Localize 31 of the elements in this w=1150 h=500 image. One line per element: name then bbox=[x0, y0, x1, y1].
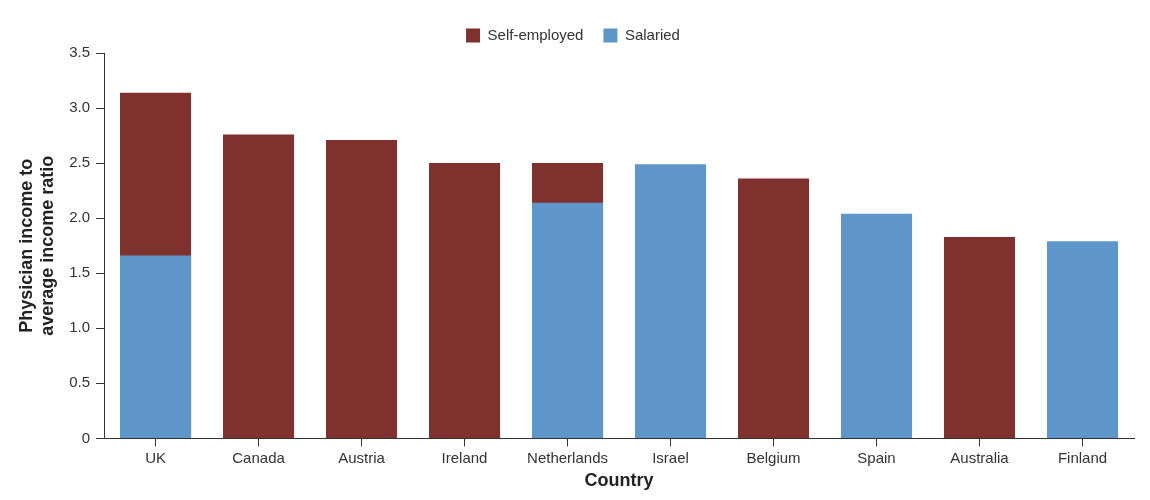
x-tick-label: Finland bbox=[1057, 448, 1108, 466]
bar bbox=[120, 255, 192, 438]
y-tick-label: 1.5 bbox=[69, 263, 91, 281]
legend-label: Self-employed bbox=[487, 25, 584, 43]
bar bbox=[326, 139, 398, 438]
x-tick-label: Austria bbox=[338, 448, 386, 466]
x-tick-label: Canada bbox=[232, 448, 286, 466]
bar bbox=[223, 134, 295, 438]
bar bbox=[840, 213, 913, 438]
x-axis-title: Country bbox=[584, 470, 654, 491]
y-tick-label: 2.5 bbox=[69, 153, 91, 171]
bar bbox=[943, 236, 1016, 438]
legend-label: Salaried bbox=[624, 25, 680, 43]
x-tick-label: Spain bbox=[857, 448, 896, 466]
y-tick-label: 0.5 bbox=[69, 373, 91, 391]
x-tick-label: Ireland bbox=[441, 448, 488, 466]
y-tick-label: 2.0 bbox=[69, 208, 91, 226]
bar bbox=[1046, 241, 1119, 438]
y-tick-label: 0 bbox=[81, 428, 91, 446]
x-tick-label: Australia bbox=[950, 448, 1010, 466]
bar bbox=[737, 178, 810, 438]
x-tick-label: Belgium bbox=[746, 448, 801, 466]
y-axis-title: Physician income to average income ratio bbox=[15, 155, 58, 336]
x-tick-label: Israel bbox=[652, 448, 689, 466]
bar bbox=[429, 163, 501, 438]
x-tick-label: Netherlands bbox=[527, 448, 608, 466]
y-tick-label: 1.0 bbox=[69, 318, 91, 336]
y-tick-label: 3.5 bbox=[69, 43, 91, 61]
x-tick-label: UK bbox=[145, 448, 166, 466]
bar bbox=[634, 164, 707, 438]
y-tick-label: 3.0 bbox=[69, 98, 91, 116]
